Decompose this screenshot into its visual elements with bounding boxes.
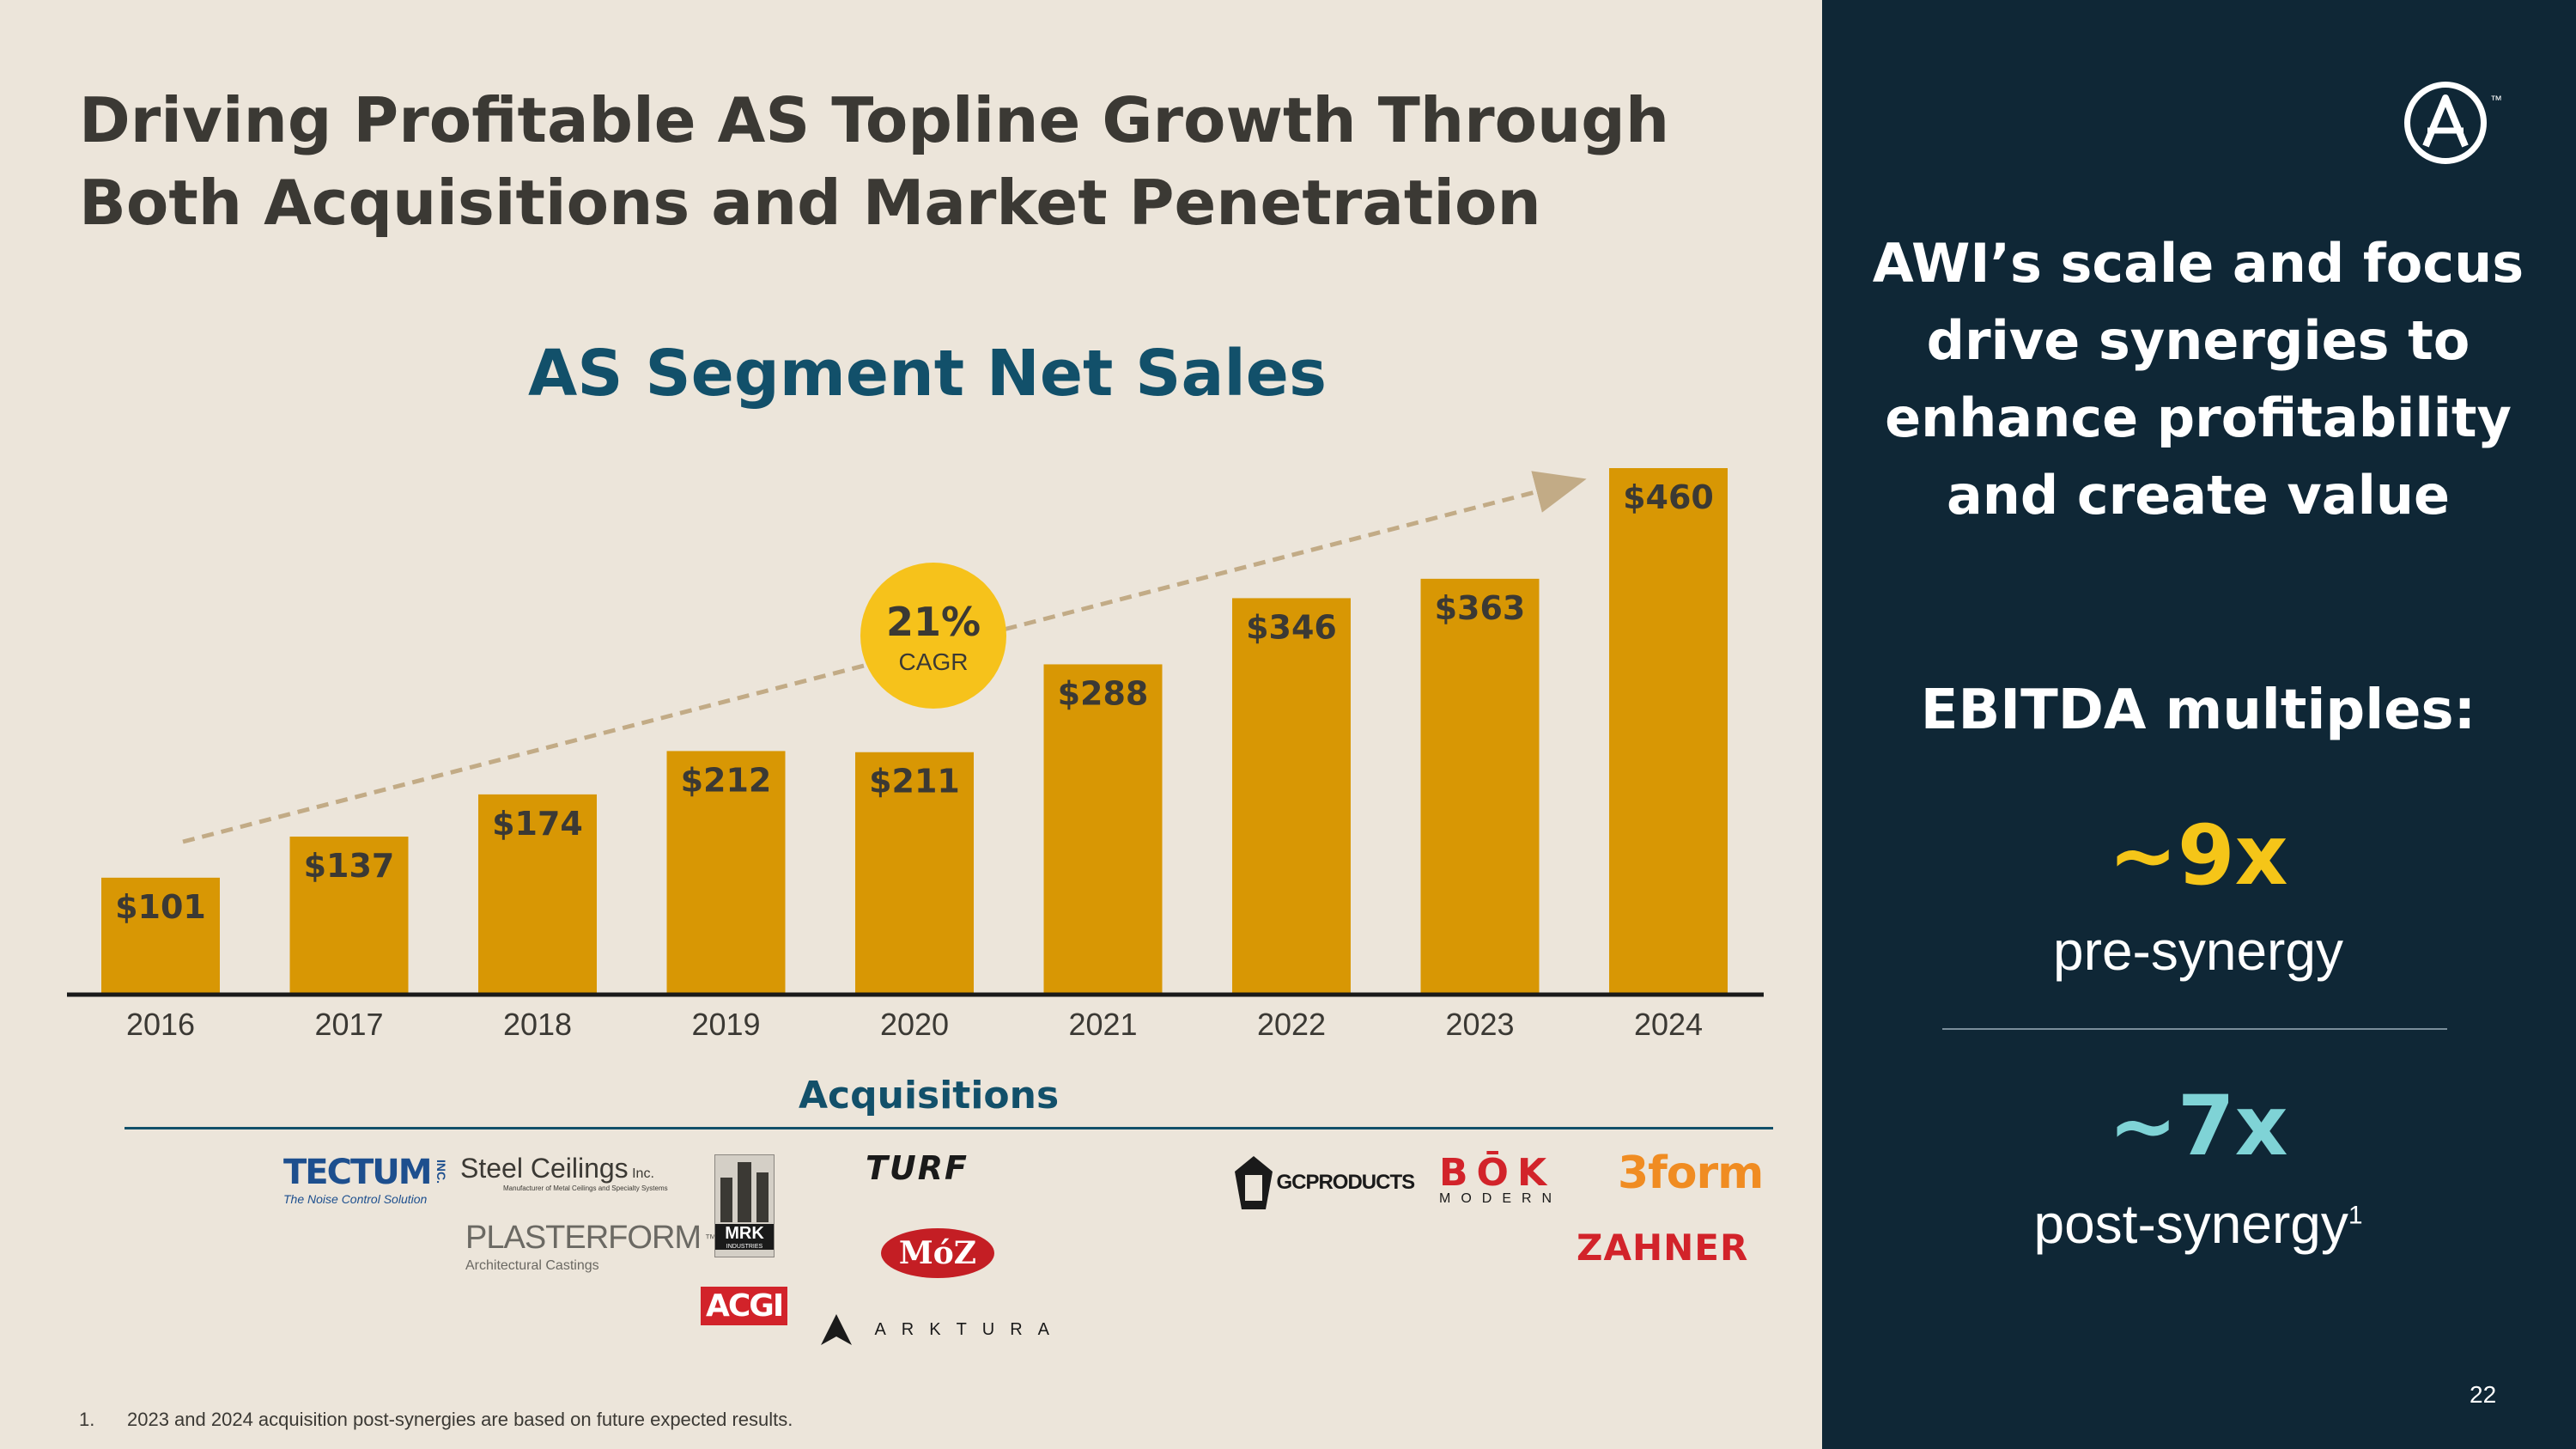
bok-logo: BŌK MODERN [1439, 1151, 1562, 1207]
tectum-logo: TECTUM INC. The Noise Control Solution [283, 1153, 448, 1206]
bar-value-label-2016: $101 [115, 888, 206, 926]
x-tick-label-2017: 2017 [314, 1007, 383, 1042]
footnote-text: 2023 and 2024 acquisition post-synergies… [127, 1409, 793, 1430]
bar-value-label-2024: $460 [1623, 478, 1714, 516]
awi-logo-tm: ™ [2490, 93, 2502, 107]
pre-synergy-multiple: ~9x [2108, 807, 2288, 904]
slide-title-line-1: Driving Profitable AS Topline Growth Thr… [79, 84, 1670, 156]
pre-synergy-label: pre-synergy [2053, 920, 2343, 982]
x-tick-label-2021: 2021 [1068, 1007, 1137, 1042]
x-tick-label-2023: 2023 [1445, 1007, 1514, 1042]
acgi-logo: ACGI [701, 1287, 788, 1325]
bar-value-label-2021: $288 [1058, 674, 1149, 712]
sidebar-headline: AWI’s scale and focus drive synergies to… [1855, 225, 2542, 534]
tectum-wordmark: TECTUM [283, 1153, 433, 1192]
bar-chart: 21% CAGR $101 2016 $137 2017 $174 2018 $212 201… [67, 468, 1764, 1042]
bar-2019 [666, 751, 786, 993]
chart-title: AS Segment Net Sales [528, 337, 1327, 411]
sidebar-divider [1942, 1028, 2447, 1030]
tectum-tagline: The Noise Control Solution [283, 1192, 428, 1206]
bar-2016 [101, 877, 220, 993]
bar-value-label-2023: $363 [1435, 589, 1526, 627]
steel-ceilings-tagline: Manufacturer of Metal Ceilings and Speci… [503, 1184, 668, 1192]
gc-products-helmet-icon [1235, 1156, 1273, 1209]
page-number: 22 [2470, 1381, 2497, 1408]
x-tick-label-2018: 2018 [503, 1007, 572, 1042]
x-tick-label-2020: 2020 [880, 1007, 949, 1042]
turf-wordmark: TURF [866, 1149, 969, 1187]
post-synergy-footnote-ref: 1 [2348, 1201, 2363, 1230]
steel-ceilings-inc: Inc. [632, 1166, 654, 1181]
3form-logo: 3form [1618, 1148, 1764, 1199]
post-synergy-multiple: ~7x [2108, 1078, 2288, 1174]
bar-2022 [1232, 598, 1351, 993]
x-tick-label-2019: 2019 [691, 1007, 760, 1042]
arktura-logo: ARKTURA [821, 1314, 1065, 1345]
zahner-logo: ZAHNER [1577, 1227, 1748, 1269]
cagr-label: CAGR [899, 648, 969, 675]
gc-products-wordmark: GCPRODUCTS [1276, 1171, 1415, 1194]
slide-title-line-2: Both Acquisitions and Market Penetration [79, 167, 1541, 239]
plasterform-tm: ™ [704, 1231, 717, 1245]
cagr-value: 21% [886, 599, 981, 645]
awi-logo-icon [2404, 82, 2487, 164]
mrk-wordmark: MRK [725, 1224, 764, 1243]
slide-title: Driving Profitable AS Topline Growth Thr… [79, 79, 1710, 244]
bar-2024 [1609, 468, 1728, 993]
bar-2021 [1043, 664, 1163, 993]
plasterform-logo: PLASTERFORM ™ Architectural Castings [465, 1220, 717, 1274]
mrk-subtitle: INDUSTRIES [726, 1244, 763, 1250]
moz-logo: MóZ [881, 1228, 994, 1278]
bar-2017 [289, 837, 409, 993]
bar-2020 [855, 752, 974, 993]
bar-value-label-2017: $137 [304, 847, 395, 885]
arktura-wordmark: ARKTURA [874, 1319, 1066, 1339]
sidebar-headline-line-3: enhance profitability [1885, 387, 2512, 449]
tectum-inc: INC. [434, 1160, 448, 1184]
moz-wordmark: MóZ [898, 1235, 977, 1271]
turf-logo: TURF [866, 1149, 969, 1187]
bok-subtitle: MODERN [1439, 1191, 1563, 1206]
plasterform-wordmark: PLASTERFORM [465, 1220, 702, 1256]
post-synergy-label: post-synergy1 [1855, 1192, 2542, 1256]
bar-2023 [1420, 578, 1540, 993]
mrk-building-icon [720, 1162, 769, 1222]
mrk-logo: MRK INDUSTRIES [714, 1154, 775, 1257]
x-tick-label-2024: 2024 [1634, 1007, 1703, 1042]
x-tick-label-2016: 2016 [126, 1007, 195, 1042]
steel-ceilings-logo: Steel Ceilings Inc. Manufacturer of Meta… [460, 1153, 668, 1192]
acquisitions-divider [125, 1127, 1773, 1129]
bar-2018 [478, 794, 597, 993]
plasterform-tagline: Architectural Castings [465, 1258, 599, 1273]
bok-wordmark: BŌK [1439, 1151, 1556, 1195]
ebitda-label: EBITDA multiples: [1920, 679, 2476, 742]
gc-products-logo: GCPRODUCTS [1235, 1156, 1415, 1209]
cagr-badge: 21% CAGR [860, 563, 1006, 709]
bar-value-label-2018: $174 [492, 805, 583, 843]
footnote-number: 1. [79, 1409, 95, 1430]
footnote: 1. 2023 and 2024 acquisition post-synergi… [79, 1409, 793, 1431]
3form-wordmark: 3form [1618, 1148, 1764, 1199]
acquisitions-title: Acquisitions [799, 1074, 1060, 1117]
post-synergy-text: post-synergy [2033, 1193, 2348, 1255]
bar-value-label-2022: $346 [1246, 608, 1337, 646]
cagr-circle [860, 563, 1006, 709]
sidebar-headline-line-1: AWI’s scale and focus [1872, 232, 2524, 295]
x-tick-label-2022: 2022 [1257, 1007, 1326, 1042]
bar-value-label-2019: $212 [681, 761, 772, 799]
acgi-wordmark: ACGI [706, 1288, 784, 1324]
steel-ceilings-wordmark: Steel Ceilings [460, 1153, 629, 1184]
sidebar-panel [1822, 0, 2576, 1449]
sidebar-headline-line-2: drive synergies to [1926, 309, 2470, 372]
zahner-wordmark: ZAHNER [1577, 1227, 1749, 1269]
sidebar-headline-line-4: and create value [1946, 464, 2451, 527]
arktura-triangle-icon [821, 1314, 852, 1345]
bar-value-label-2020: $211 [869, 763, 960, 801]
